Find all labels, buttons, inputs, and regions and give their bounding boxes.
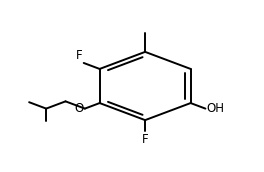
Text: O: O: [74, 102, 83, 115]
Text: F: F: [142, 133, 148, 146]
Text: OH: OH: [207, 102, 225, 115]
Text: F: F: [76, 49, 82, 62]
